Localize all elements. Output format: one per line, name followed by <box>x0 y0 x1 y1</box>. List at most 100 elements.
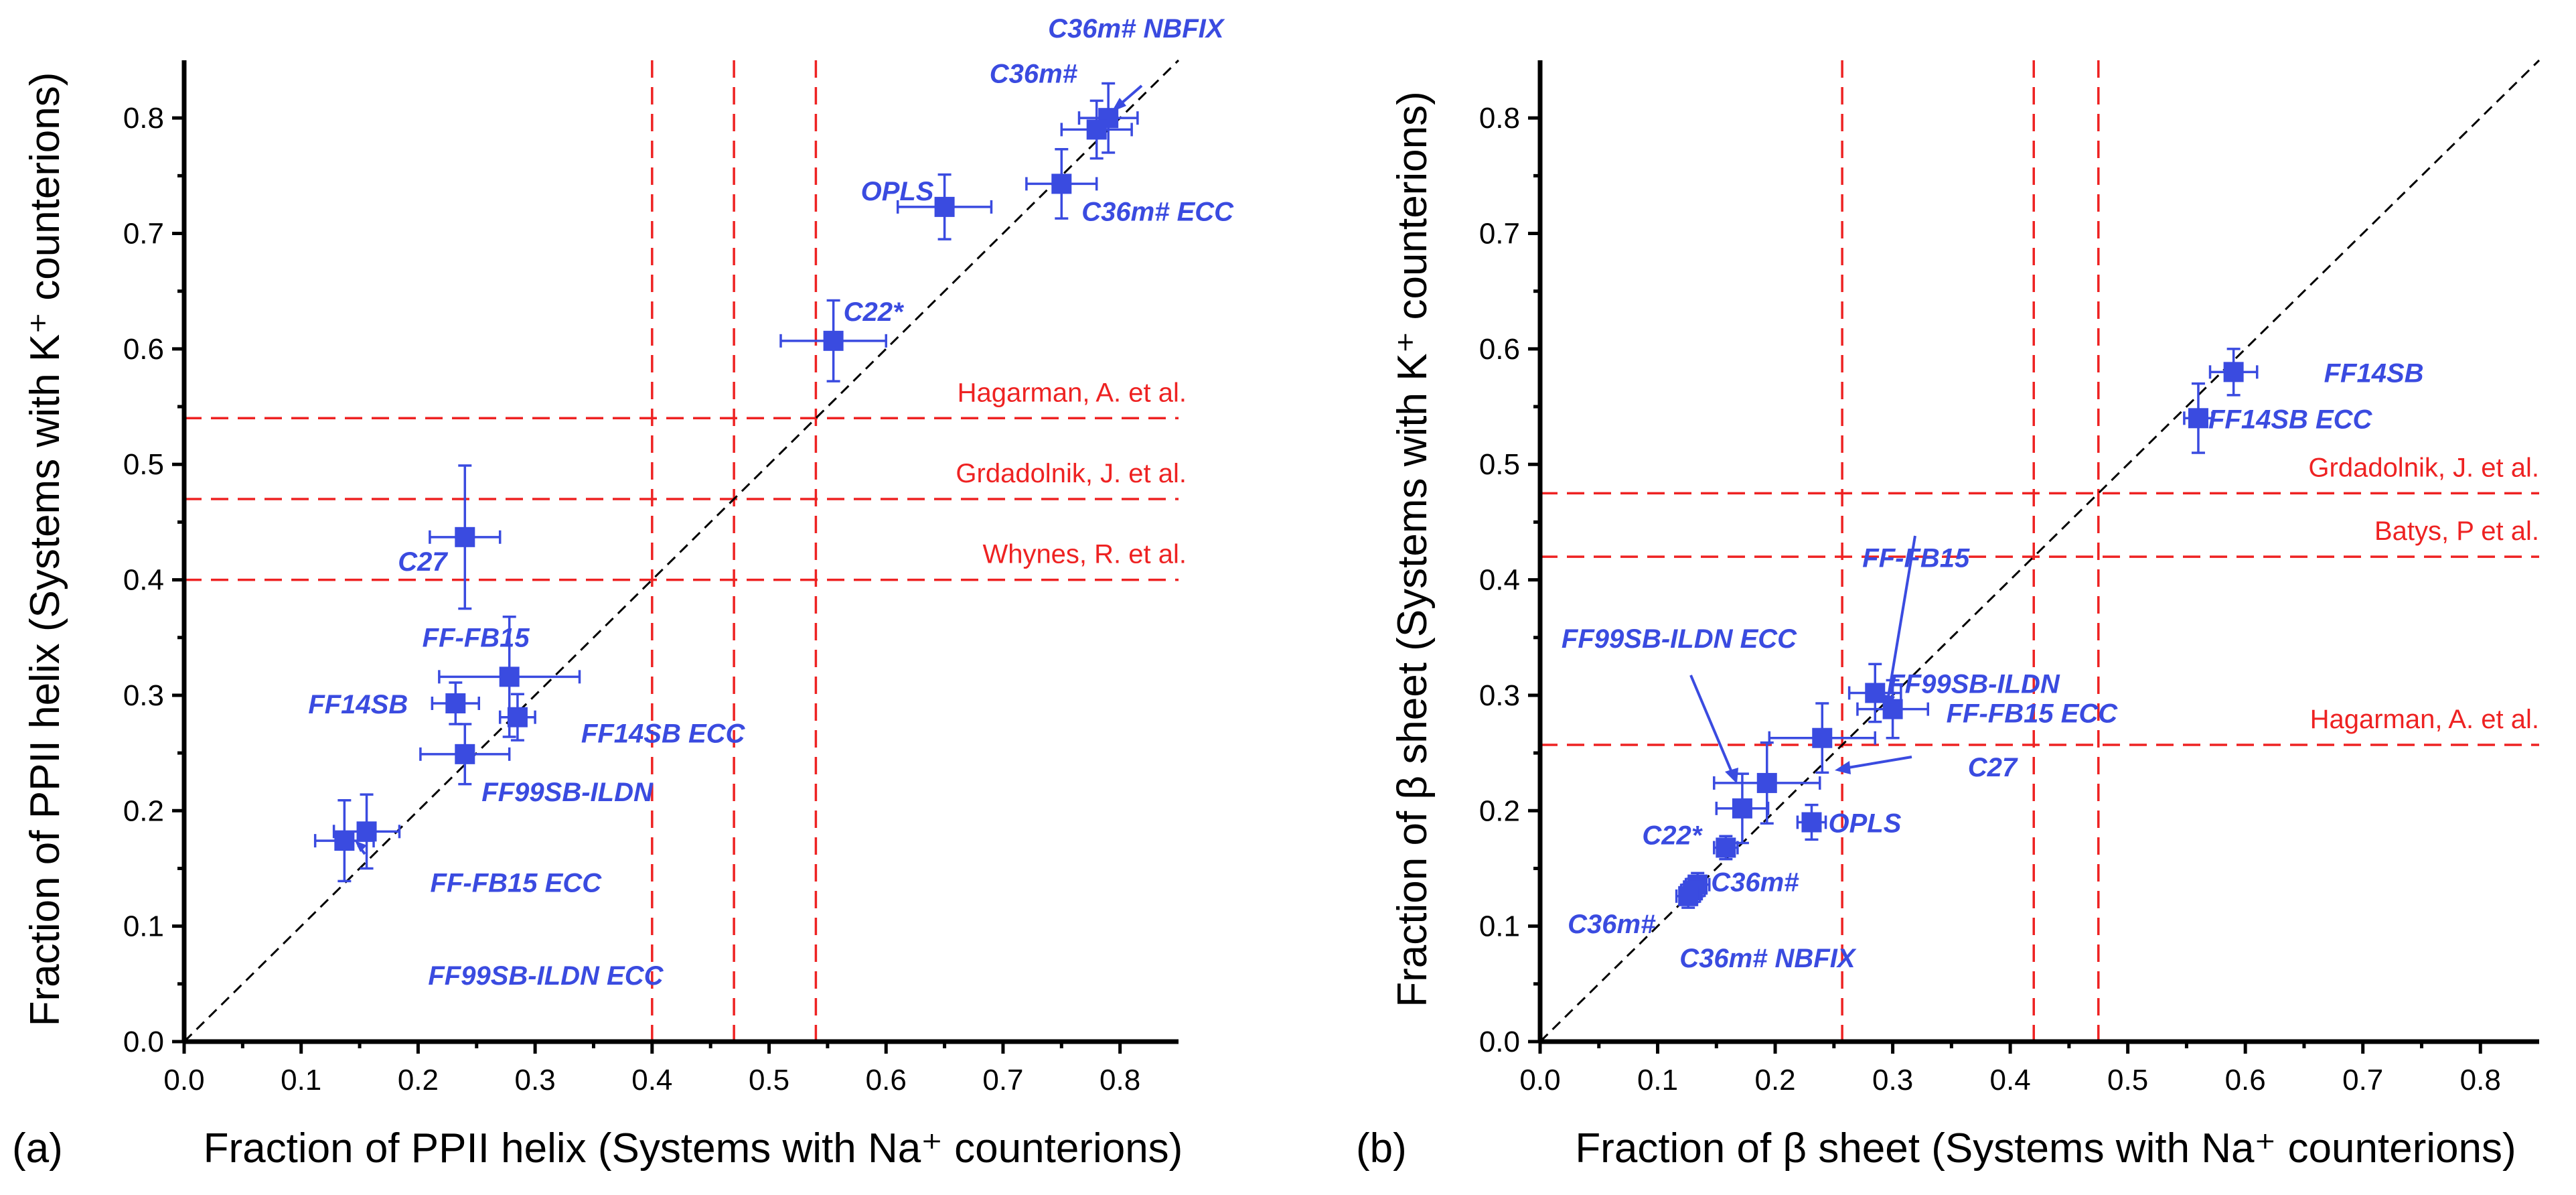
y-tick-label: 0.0 <box>1479 1026 1520 1058</box>
point-label-ff14sb-ecc: FF14SB ECC <box>581 719 746 749</box>
point-label-ff14sb: FF14SB <box>308 690 408 719</box>
point-label-ff-fb15: FF-FB15 <box>423 623 530 652</box>
data-point-ff99sb-ildn-ecc <box>1732 798 1752 819</box>
reference-label: Grdadolnik, J. et al. <box>2308 453 2539 482</box>
data-point-c36m <box>1678 886 1699 906</box>
x-tick-label: 0.8 <box>2460 1064 2501 1097</box>
x-tick-label: 0.2 <box>1754 1064 1795 1097</box>
data-point-ff-fb15 <box>1812 727 1833 748</box>
point-label-ff-fb15: FF-FB15 <box>1862 544 1970 573</box>
y-tick-label: 0.2 <box>123 794 164 827</box>
reference-label: Whynes, R. et al. <box>982 540 1187 569</box>
y-tick-label: 0.1 <box>1479 910 1520 943</box>
panel-label: (b) <box>1356 1125 1407 1172</box>
x-tick-label: 0.3 <box>1872 1064 1913 1097</box>
x-tick-label: 0.7 <box>982 1064 1023 1097</box>
x-tick-label: 0.6 <box>2225 1064 2266 1097</box>
x-tick-label: 0.2 <box>398 1064 439 1097</box>
point-label-c22: C22* <box>844 297 905 327</box>
arrow-ff99sb-ildn-ecc <box>1689 675 1732 771</box>
data-point-ff99sb-ildn-ecc <box>334 831 355 851</box>
data-point-ff14sb <box>445 693 466 714</box>
data-point-c22 <box>823 330 844 351</box>
point-label-c36m-ecc: C36m# ECC <box>1081 197 1234 226</box>
point-label-c36m: C36m# <box>1568 910 1656 939</box>
point-label-opls: OPLS <box>1828 809 1901 839</box>
point-label-ff-fb15-ecc: FF-FB15 ECC <box>1947 699 2119 729</box>
y-tick-label: 0.1 <box>123 910 164 943</box>
arrowhead-c36m-nbfix <box>1112 98 1126 112</box>
y-tick-label: 0.6 <box>123 333 164 366</box>
y-tick-label: 0.8 <box>123 102 164 135</box>
arrow-c27 <box>1847 756 1912 769</box>
y-tick-label: 0.7 <box>123 218 164 251</box>
point-label-c27: C27 <box>1968 753 2018 782</box>
y-tick-label: 0.5 <box>123 448 164 481</box>
point-label-c22: C22* <box>1642 821 1703 850</box>
point-label-ff99sb-ildn: FF99SB-ILDN <box>481 778 654 807</box>
point-label-c36m: C36m# <box>990 59 1078 88</box>
arrowhead-ff-fb15 <box>1880 694 1895 711</box>
arrowhead-c27 <box>1835 761 1851 774</box>
point-label-opls: OPLS <box>861 177 934 206</box>
x-tick-label: 0.4 <box>631 1064 672 1097</box>
data-point-c36m-ecc <box>1051 173 1072 194</box>
reference-label: Hagarman, A. et al. <box>958 378 1187 407</box>
x-tick-label: 0.1 <box>1637 1064 1678 1097</box>
y-tick-label: 0.4 <box>123 564 164 597</box>
reference-label: Batys, P et al. <box>2374 516 2539 546</box>
y-tick-label: 0.3 <box>1479 679 1520 712</box>
data-point-ff99sb-ildn <box>1865 683 1886 703</box>
point-label-c27: C27 <box>398 547 448 577</box>
x-tick-label: 0.8 <box>1100 1064 1140 1097</box>
data-point-ff-fb15 <box>499 666 520 687</box>
point-label-ff99sb-ildn-ecc: FF99SB-ILDN ECC <box>428 961 664 991</box>
data-point-opls <box>1801 812 1822 833</box>
panel-a-ppii-helix: Hagarman, A. et al. Grdadolnik, J. et al.… <box>12 14 1234 1172</box>
x-tick-label: 0.5 <box>749 1064 789 1097</box>
x-tick-label: 0.0 <box>163 1064 204 1097</box>
y-tick-label: 0.3 <box>123 679 164 712</box>
y-tick-label: 0.0 <box>123 1026 164 1058</box>
x-tick-label: 0.3 <box>515 1064 556 1097</box>
panel-b-beta-sheet: Grdadolnik, J. et al. Batys, P et al. Haga… <box>1356 59 2541 1172</box>
data-point-opls <box>934 196 955 217</box>
y-axis-label: Fraction of PPII helix (Systems with K⁺ … <box>22 72 68 1027</box>
y-tick-label: 0.8 <box>1479 102 1520 135</box>
x-tick-label: 0.0 <box>1519 1064 1560 1097</box>
diagonal-line <box>183 59 1180 1043</box>
point-label-ff-fb15-ecc: FF-FB15 ECC <box>431 868 603 898</box>
arrowhead-ff99sb-ildn-ecc <box>1725 768 1738 784</box>
data-point-ff14sb <box>2223 362 2244 382</box>
x-tick-label: 0.5 <box>2107 1064 2148 1097</box>
point-label-ff99sb-ildn: FF99SB-ILDN <box>1888 669 2060 699</box>
point-label-c36m-nbfix: C36m# NBFIX <box>1048 14 1225 44</box>
x-tick-label: 0.4 <box>1990 1064 2031 1097</box>
point-label-ff14sb: FF14SB <box>2324 358 2424 388</box>
arrowhead-ff99sb-ildn-ecc <box>355 841 367 852</box>
point-label-ff99sb-ildn-ecc: FF99SB-ILDN ECC <box>1562 624 1797 654</box>
panel-label: (a) <box>12 1125 63 1172</box>
reference-label: Grdadolnik, J. et al. <box>956 459 1187 488</box>
point-label-ff14sb-ecc: FF14SB ECC <box>2208 405 2373 434</box>
y-tick-label: 0.4 <box>1479 564 1520 597</box>
data-point-c27 <box>1756 772 1777 793</box>
data-point-c22 <box>1716 837 1736 858</box>
x-axis-label: Fraction of β sheet (Systems with Na⁺ co… <box>1575 1125 2516 1172</box>
y-tick-label: 0.2 <box>1479 794 1520 827</box>
data-point-c36m <box>1086 119 1107 140</box>
x-tick-label: 0.1 <box>281 1064 321 1097</box>
point-label-c36m: C36m# <box>1711 868 1799 898</box>
data-point-ff14sb-ecc <box>2188 408 2208 429</box>
x-tick-label: 0.7 <box>2342 1064 2383 1097</box>
point-label-c36m-nbfix: C36m# NBFIX <box>1679 944 1857 973</box>
arrow-ff-fb15 <box>1887 535 1916 697</box>
x-tick-label: 0.6 <box>866 1064 907 1097</box>
data-point-ff14sb-ecc <box>507 707 528 727</box>
y-tick-label: 0.5 <box>1479 448 1520 481</box>
reference-label: Hagarman, A. et al. <box>2310 705 2539 734</box>
data-point-c27 <box>455 526 475 547</box>
y-axis-label: Fraction of β sheet (Systems with K⁺ cou… <box>1389 91 1436 1007</box>
x-axis-label: Fraction of PPII helix (Systems with Na⁺… <box>204 1125 1183 1172</box>
